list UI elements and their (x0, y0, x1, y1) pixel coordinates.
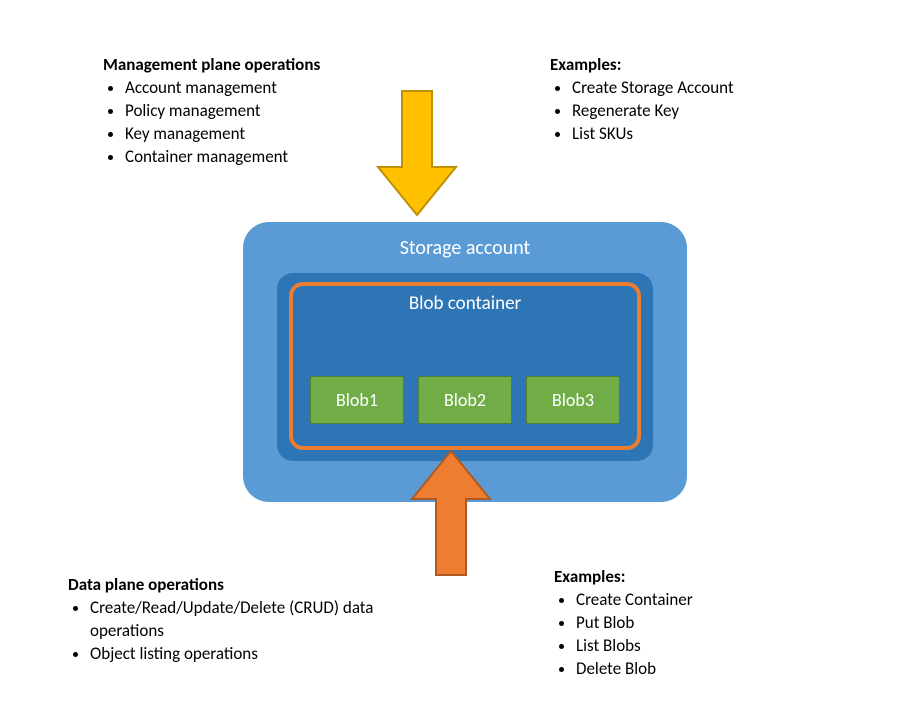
arrow-path (378, 91, 456, 215)
blob-container-box: Blob container (289, 282, 641, 450)
mgmt-examples-list: Create Storage Account Regenerate Key Li… (550, 77, 850, 146)
list-item: Create Storage Account (572, 77, 850, 100)
list-item: Container management (125, 146, 403, 169)
list-item: List SKUs (572, 123, 850, 146)
list-item: Key management (125, 123, 403, 146)
list-item: Create Container (576, 589, 854, 612)
list-item: List Blobs (576, 635, 854, 658)
list-item: Delete Blob (576, 658, 854, 681)
mgmt-examples-heading: Examples: (550, 54, 850, 75)
mgmt-arrow-down-icon (374, 89, 460, 217)
blob-box: Blob3 (526, 376, 620, 424)
blob-box: Blob1 (310, 376, 404, 424)
list-item: Put Blob (576, 612, 854, 635)
blob-container-title: Blob container (293, 286, 637, 315)
list-item: Regenerate Key (572, 100, 850, 123)
data-plane-block: Data plane operations Create/Read/Update… (68, 574, 398, 666)
blobs-row: Blob1 Blob2 Blob3 (310, 376, 620, 424)
arrow-path (412, 451, 490, 575)
data-examples-list: Create Container Put Blob List Blobs Del… (554, 589, 854, 681)
mgmt-examples-block: Examples: Create Storage Account Regener… (550, 54, 850, 146)
data-plane-heading: Data plane operations (68, 574, 398, 595)
list-item: Object listing operations (90, 643, 398, 666)
data-plane-list: Create/Read/Update/Delete (CRUD) data op… (68, 597, 398, 666)
list-item: Account management (125, 77, 403, 100)
list-item: Create/Read/Update/Delete (CRUD) data op… (90, 597, 398, 643)
storage-account-title: Storage account (243, 222, 687, 260)
data-examples-heading: Examples: (554, 566, 854, 587)
data-examples-block: Examples: Create Container Put Blob List… (554, 566, 854, 681)
mgmt-plane-list: Account management Policy management Key… (103, 77, 403, 169)
list-item: Policy management (125, 100, 403, 123)
mgmt-plane-heading: Management plane operations (103, 54, 403, 75)
mgmt-plane-block: Management plane operations Account mana… (103, 54, 403, 169)
data-arrow-up-icon (408, 449, 494, 577)
blob-box: Blob2 (418, 376, 512, 424)
